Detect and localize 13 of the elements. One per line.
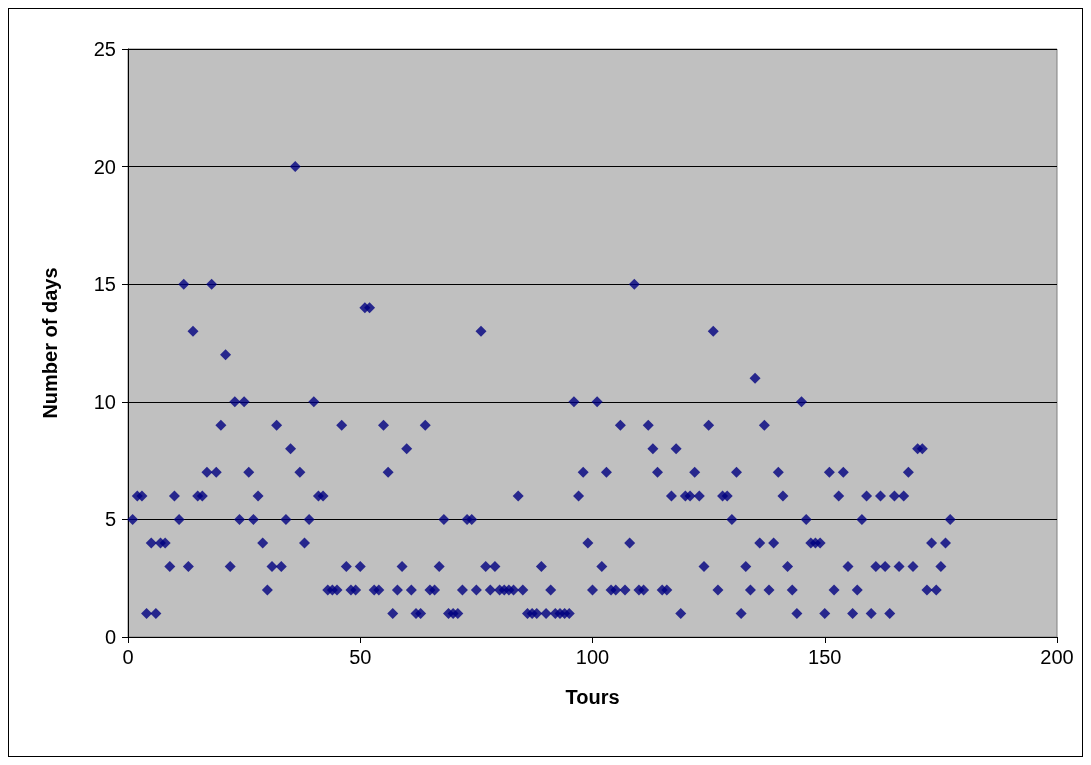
- y-tick-label: 20: [93, 155, 116, 178]
- y-tick-label: 10: [93, 390, 116, 413]
- x-tick-label: 50: [349, 646, 372, 668]
- y-tick-label: 5: [104, 508, 116, 531]
- y-tick-label: 15: [93, 273, 116, 296]
- y-tick-label: 25: [93, 38, 116, 60]
- x-tick-label: 100: [575, 646, 610, 668]
- x-axis-title: Tours: [565, 686, 620, 708]
- y-tick-label: 0: [104, 626, 116, 648]
- y-axis-title: Number of days: [39, 267, 61, 419]
- x-tick-label: 200: [1040, 646, 1074, 668]
- x-tick-label: 0: [122, 646, 134, 668]
- x-tick-label: 150: [808, 646, 842, 668]
